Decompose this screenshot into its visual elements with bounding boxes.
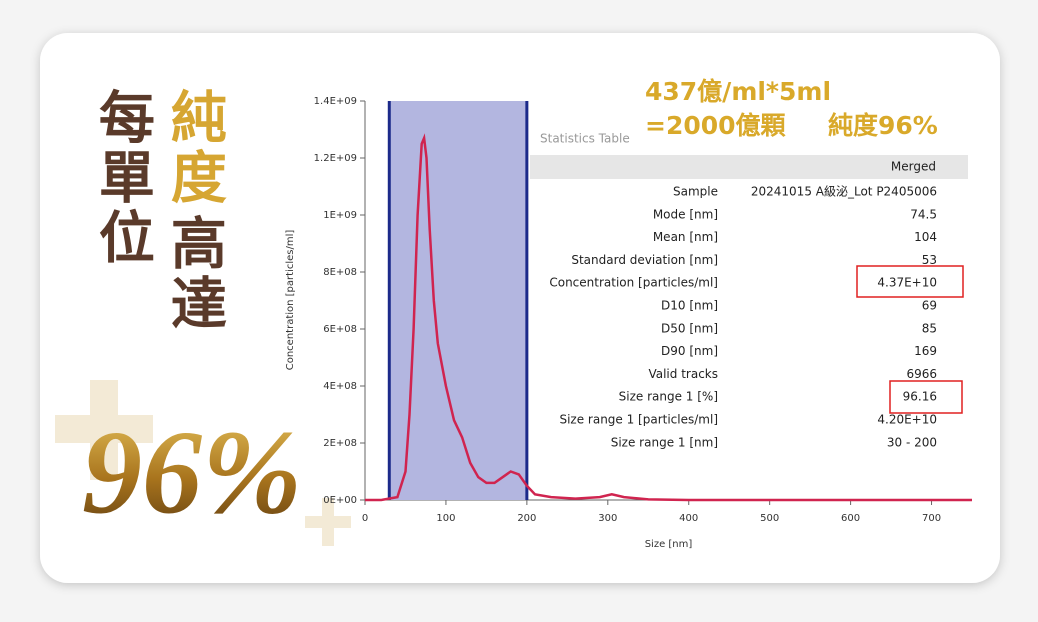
highlight-box xyxy=(856,265,964,298)
y-tick-label: 6E+08 xyxy=(323,324,357,335)
y-tick-label: 1.4E+09 xyxy=(314,96,357,107)
row-value: 4.20E+10 xyxy=(877,413,937,427)
y-tick-label: 4E+08 xyxy=(323,381,357,392)
row-value: 96.16 xyxy=(903,390,937,404)
row-value: 6966 xyxy=(906,367,937,381)
row-value: 53 xyxy=(922,253,937,267)
row-value: 74.5 xyxy=(910,207,937,221)
y-tick-label: 1E+09 xyxy=(323,210,357,221)
y-tick-label: 0E+00 xyxy=(323,495,357,506)
x-tick-label: 100 xyxy=(436,513,455,524)
x-tick-label: 600 xyxy=(841,513,860,524)
y-tick-label: 8E+08 xyxy=(323,267,357,278)
annotation: 437億/ml*5ml xyxy=(645,77,831,106)
highlight-box xyxy=(889,380,963,414)
headline-gold: 純度 xyxy=(161,88,227,208)
table-header-bg xyxy=(530,155,968,179)
row-label: Standard deviation [nm] xyxy=(571,253,718,267)
row-value: 169 xyxy=(914,344,937,358)
x-tick-label: 700 xyxy=(922,513,941,524)
x-axis-label: Size [nm] xyxy=(645,539,693,550)
row-label: Mean [nm] xyxy=(653,230,718,244)
row-label: Valid tracks xyxy=(648,367,718,381)
y-axis-label: Concentration [particles/ml] xyxy=(285,230,296,371)
row-value: 4.37E+10 xyxy=(877,276,937,290)
row-label: Size range 1 [particles/ml] xyxy=(559,413,718,427)
row-label: D50 [nm] xyxy=(661,321,718,335)
statistics-table: Statistics Table Merged Sample 20241015 A級泌… xyxy=(530,122,970,457)
row-label: Size range 1 [nm] xyxy=(611,435,718,449)
x-tick-label: 200 xyxy=(517,513,536,524)
x-tick-label: 300 xyxy=(598,513,617,524)
x-tick-label: 0 xyxy=(362,513,368,524)
table-header: Merged xyxy=(891,160,936,174)
row-value: 104 xyxy=(914,230,937,244)
row-value: 30 - 200 xyxy=(887,435,937,449)
y-tick-label: 2E+08 xyxy=(323,438,357,449)
chart: 0E+00 2E+08 4E+08 6E+08 8E+08 1E+09 1.2E+09 1.4… xyxy=(285,96,972,550)
row-value: 20241015 A級泌_Lot P2405006 xyxy=(751,185,937,199)
row-label: Size range 1 [%] xyxy=(619,390,718,404)
table-title: Statistics Table xyxy=(540,132,630,146)
x-tick-label: 400 xyxy=(679,513,698,524)
annotation: =2000億顆 xyxy=(645,111,787,140)
row-value: 69 xyxy=(922,299,937,313)
row-label: Sample xyxy=(673,185,718,199)
row-label: Concentration [particles/ml] xyxy=(549,276,718,290)
plus-decoration xyxy=(55,380,351,546)
row-label: D90 [nm] xyxy=(661,344,718,358)
headline: 每單位 xyxy=(89,88,155,268)
row-value: 85 xyxy=(922,321,937,335)
headline: 高達 xyxy=(161,214,227,334)
row-label: Mode [nm] xyxy=(653,207,718,221)
y-tick-label: 1.2E+09 xyxy=(314,153,357,164)
big-percent: 96% xyxy=(82,406,302,539)
size-distribution-line xyxy=(365,133,972,502)
annotation: 純度96% xyxy=(828,111,938,140)
row-label: D10 [nm] xyxy=(661,299,718,313)
x-tick-label: 500 xyxy=(760,513,779,524)
range-shade xyxy=(389,101,527,500)
